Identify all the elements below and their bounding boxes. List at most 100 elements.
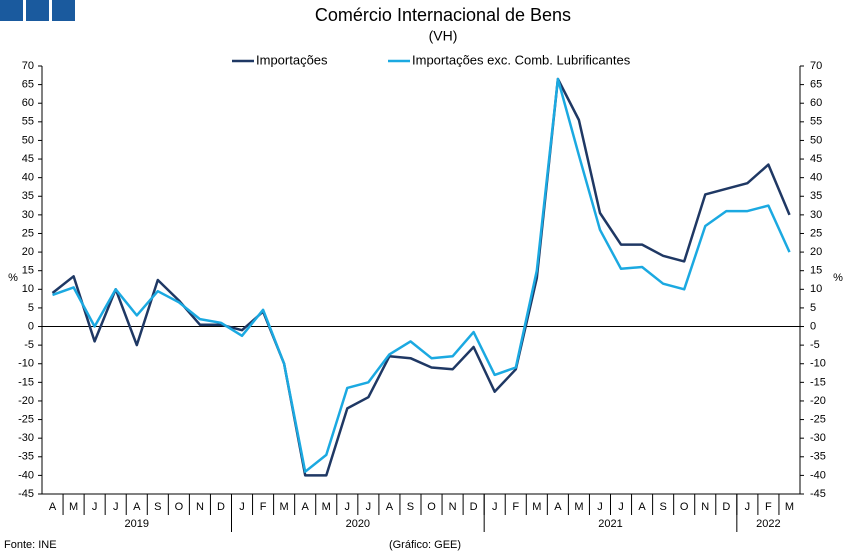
y2-tick-label: -30 xyxy=(810,432,826,444)
x-tick-label: N xyxy=(196,501,204,513)
y-tick-label: 5 xyxy=(28,302,34,314)
y-tick-label: 30 xyxy=(22,209,34,221)
y-tick-label: -5 xyxy=(24,339,34,351)
y-tick-label: 20 xyxy=(22,246,34,258)
y-axis-label: % xyxy=(8,272,18,284)
x-tick-label: D xyxy=(722,501,730,513)
y2-tick-label: 0 xyxy=(810,320,816,332)
y2-tick-label: 70 xyxy=(810,60,822,72)
x-tick-label: J xyxy=(239,501,245,513)
x-tick-label: F xyxy=(765,501,772,513)
y2-tick-label: 45 xyxy=(810,153,822,165)
y-tick-label: 35 xyxy=(22,190,34,202)
y2-tick-label: -45 xyxy=(810,488,826,500)
y2-axis-label: % xyxy=(833,272,843,284)
y-tick-label: -45 xyxy=(18,488,34,500)
x-tick-label: O xyxy=(680,501,689,513)
y2-tick-label: -40 xyxy=(810,469,826,481)
x-tick-label: M xyxy=(69,501,78,513)
x-tick-label: A xyxy=(638,501,646,513)
year-label: 2021 xyxy=(598,518,622,530)
x-tick-label: A xyxy=(133,501,141,513)
credit: (Gráfico: GEE) xyxy=(389,539,461,551)
x-tick-label: M xyxy=(280,501,289,513)
x-tick-label: J xyxy=(597,501,603,513)
y2-tick-label: -10 xyxy=(810,358,826,370)
y2-tick-label: -35 xyxy=(810,451,826,463)
x-tick-label: A xyxy=(49,501,57,513)
year-label: 2022 xyxy=(756,518,780,530)
y2-tick-label: 35 xyxy=(810,190,822,202)
y-tick-label: -30 xyxy=(18,432,34,444)
y-tick-label: 50 xyxy=(22,134,34,146)
x-tick-label: N xyxy=(701,501,709,513)
y-tick-label: -20 xyxy=(18,395,34,407)
chart-title: Comércio Internacional de Bens xyxy=(315,5,571,25)
x-tick-label: M xyxy=(785,501,794,513)
y-tick-label: 0 xyxy=(28,320,34,332)
x-tick-label: M xyxy=(574,501,583,513)
x-tick-label: D xyxy=(217,501,225,513)
y2-tick-label: 5 xyxy=(810,302,816,314)
x-tick-label: S xyxy=(154,501,161,513)
logo-square xyxy=(52,0,75,21)
y2-tick-label: 25 xyxy=(810,227,822,239)
year-label: 2019 xyxy=(125,518,149,530)
logo-square xyxy=(26,0,49,21)
x-tick-label: N xyxy=(449,501,457,513)
y-tick-label: 10 xyxy=(22,283,34,295)
y-tick-label: 55 xyxy=(22,116,34,128)
x-tick-label: M xyxy=(532,501,541,513)
x-tick-label: J xyxy=(492,501,498,513)
x-tick-label: A xyxy=(302,501,310,513)
series-line xyxy=(52,77,791,473)
y2-tick-label: 30 xyxy=(810,209,822,221)
y-tick-label: -35 xyxy=(18,451,34,463)
y-tick-label: 40 xyxy=(22,172,34,184)
logo-square xyxy=(0,0,23,21)
x-tick-label: M xyxy=(322,501,331,513)
y2-tick-label: 55 xyxy=(810,116,822,128)
y-tick-label: 60 xyxy=(22,97,34,109)
x-tick-label: J xyxy=(618,501,624,513)
x-tick-label: A xyxy=(554,501,562,513)
y2-tick-label: -5 xyxy=(810,339,820,351)
x-tick-label: A xyxy=(386,501,394,513)
y2-tick-label: 15 xyxy=(810,265,822,277)
y-tick-label: 15 xyxy=(22,265,34,277)
x-tick-label: O xyxy=(427,501,436,513)
y-tick-label: 70 xyxy=(22,60,34,72)
chart-subtitle: (VH) xyxy=(429,28,458,44)
y2-tick-label: -20 xyxy=(810,395,826,407)
x-tick-label: J xyxy=(745,501,751,513)
legend-label: Importações xyxy=(256,52,328,67)
x-tick-label: F xyxy=(260,501,267,513)
y2-tick-label: -25 xyxy=(810,413,826,425)
y2-tick-label: 50 xyxy=(810,134,822,146)
y-tick-label: 65 xyxy=(22,79,34,91)
x-tick-label: F xyxy=(512,501,519,513)
series-line xyxy=(51,77,791,477)
x-tick-label: J xyxy=(113,501,119,513)
legend-label: Importações exc. Comb. Lubrificantes xyxy=(412,52,631,67)
y-tick-label: 25 xyxy=(22,227,34,239)
y2-tick-label: -15 xyxy=(810,376,826,388)
source: Fonte: INE xyxy=(4,539,57,551)
y2-tick-label: 20 xyxy=(810,246,822,258)
x-tick-label: S xyxy=(659,501,666,513)
x-tick-label: O xyxy=(175,501,184,513)
y2-tick-label: 10 xyxy=(810,283,822,295)
y-tick-label: -15 xyxy=(18,376,34,388)
y2-tick-label: 60 xyxy=(810,97,822,109)
x-tick-label: J xyxy=(92,501,98,513)
y-tick-label: -10 xyxy=(18,358,34,370)
x-tick-label: S xyxy=(407,501,414,513)
year-label: 2020 xyxy=(346,518,370,530)
y-tick-label: 45 xyxy=(22,153,34,165)
y2-tick-label: 40 xyxy=(810,172,822,184)
y-tick-label: -40 xyxy=(18,469,34,481)
x-tick-label: J xyxy=(366,501,372,513)
x-tick-label: J xyxy=(345,501,351,513)
y-tick-label: -25 xyxy=(18,413,34,425)
